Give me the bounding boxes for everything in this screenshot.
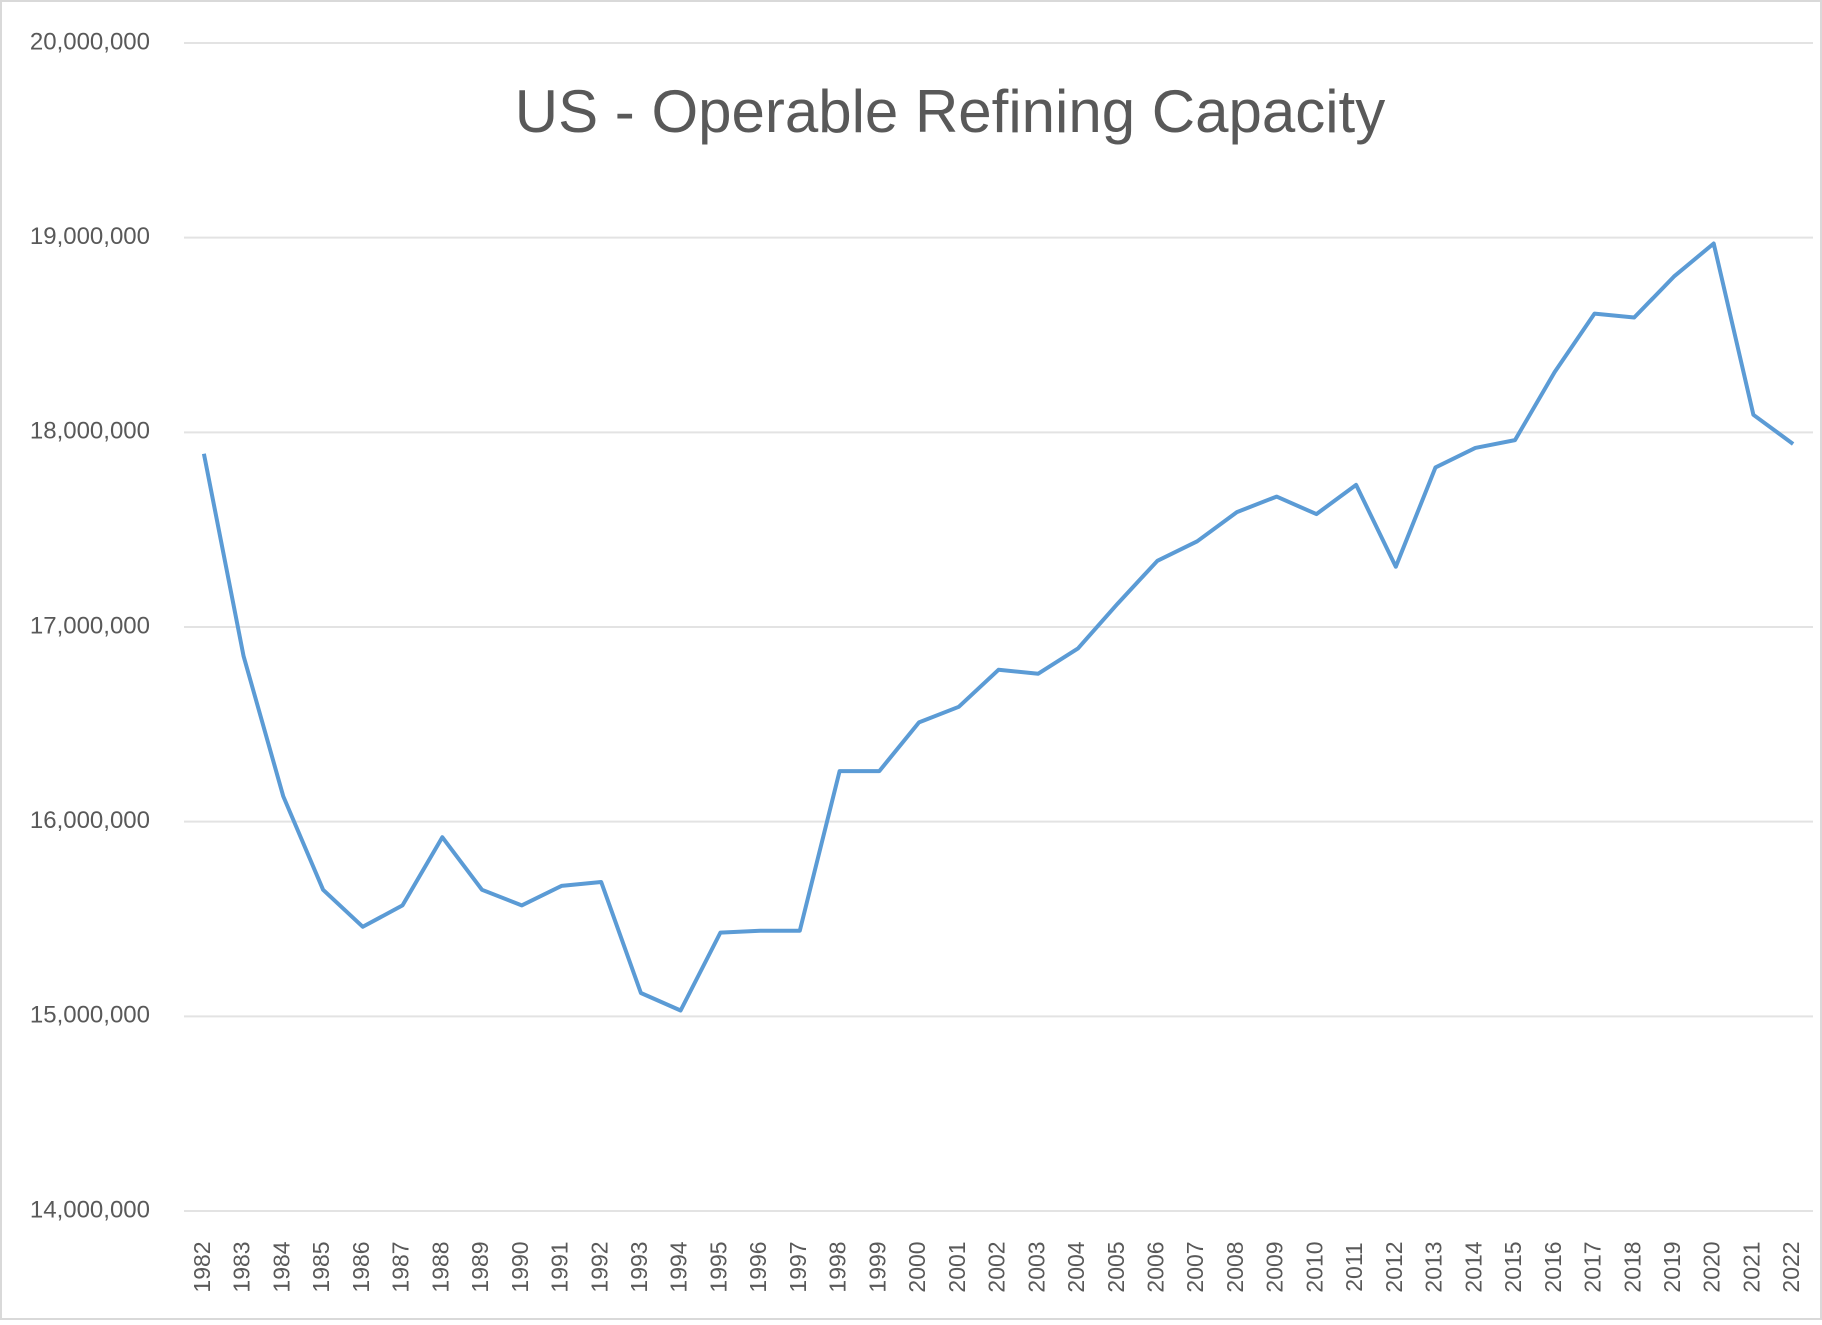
x-tick-label: 1998	[825, 1241, 851, 1292]
x-tick-label: 1987	[388, 1241, 414, 1292]
y-tick-label: 17,000,000	[30, 612, 150, 639]
x-tick-label: 2002	[984, 1241, 1010, 1292]
x-tick-label: 2010	[1301, 1241, 1327, 1292]
y-tick-label: 18,000,000	[30, 418, 150, 445]
x-tick-label: 2019	[1659, 1241, 1685, 1292]
x-tick-label: 2020	[1699, 1241, 1725, 1292]
y-tick-label: 14,000,000	[30, 1196, 150, 1223]
data-line	[201, 241, 1795, 1013]
x-tick-label: 2015	[1500, 1241, 1526, 1292]
y-tick-label: 16,000,000	[30, 807, 150, 834]
x-tick-label: 1982	[189, 1241, 215, 1292]
x-tick-label: 2006	[1143, 1241, 1169, 1292]
x-tick-label: 1992	[586, 1241, 612, 1292]
x-tick-label: 1983	[229, 1241, 255, 1292]
x-tick-label: 2014	[1460, 1241, 1486, 1292]
x-tick-label: 1999	[864, 1241, 890, 1292]
x-tick-label: 2022	[1778, 1241, 1804, 1292]
x-tick-label: 2017	[1580, 1241, 1606, 1292]
x-tick-label: 2009	[1262, 1241, 1288, 1292]
x-tick-label: 1984	[268, 1241, 294, 1292]
x-tick-label: 2000	[904, 1241, 930, 1292]
x-tick-label: 2016	[1540, 1241, 1566, 1292]
x-tick-label: 1994	[666, 1241, 692, 1292]
x-tick-label: 2013	[1421, 1241, 1447, 1292]
x-tick-label: 2012	[1381, 1241, 1407, 1292]
x-tick-label: 1988	[427, 1241, 453, 1292]
x-tick-label: 2003	[1023, 1241, 1049, 1292]
x-tick-label: 2011	[1341, 1242, 1367, 1291]
x-tick-label: 2005	[1103, 1241, 1129, 1292]
y-tick-label: 15,000,000	[30, 1002, 150, 1029]
y-tick-label: 20,000,000	[30, 28, 150, 55]
x-tick-label: 2004	[1063, 1241, 1089, 1292]
x-tick-label: 1991	[547, 1241, 573, 1292]
x-tick-label: 2018	[1619, 1241, 1645, 1292]
x-tick-label: 2021	[1738, 1241, 1764, 1292]
y-tick-label: 19,000,000	[30, 223, 150, 250]
x-tick-label: 2008	[1222, 1241, 1248, 1292]
x-tick-label: 1989	[467, 1241, 493, 1292]
x-tick-label: 1993	[626, 1241, 652, 1292]
chart-title: US - Operable Refining Capacity	[515, 78, 1385, 145]
x-tick-label: 1995	[705, 1241, 731, 1292]
x-tick-label: 1996	[745, 1241, 771, 1292]
x-tick-label: 1986	[348, 1241, 374, 1292]
x-tick-label: 1997	[785, 1241, 811, 1292]
x-tick-label: 2007	[1182, 1241, 1208, 1292]
x-tick-label: 1985	[308, 1241, 334, 1292]
x-tick-label: 1990	[507, 1241, 533, 1292]
x-tick-label: 2001	[944, 1241, 970, 1292]
